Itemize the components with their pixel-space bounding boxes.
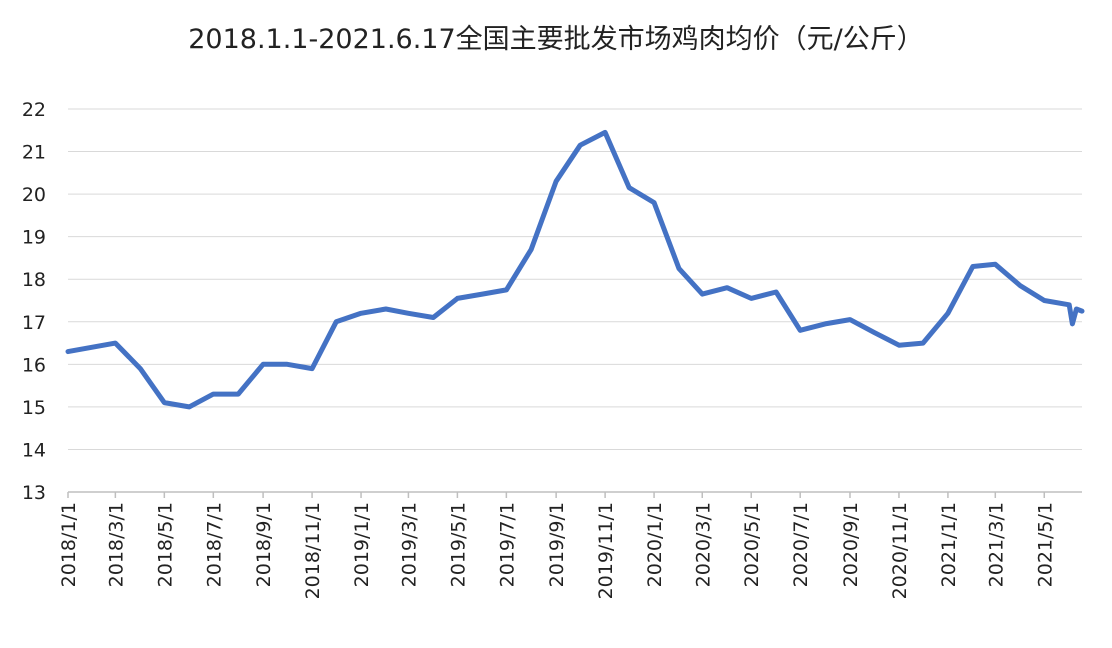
x-tick-label: 2021/5/1 xyxy=(1034,502,1056,587)
x-tick-label: 2020/11/1 xyxy=(889,502,911,599)
x-tick-label: 2019/11/1 xyxy=(595,502,617,599)
data-line xyxy=(65,129,1085,410)
x-tick-label: 2019/1/1 xyxy=(351,502,373,587)
x-tick-label: 2019/7/1 xyxy=(496,502,518,587)
x-tick-label: 2018/5/1 xyxy=(154,502,176,587)
x-tick-label: 2018/11/1 xyxy=(302,502,324,599)
x-tick-label: 2020/9/1 xyxy=(840,502,862,587)
y-tick-label: 18 xyxy=(22,269,46,291)
y-tick-label: 17 xyxy=(22,312,46,334)
x-tick-label: 2019/5/1 xyxy=(447,502,469,587)
x-tick-label: 2020/3/1 xyxy=(692,502,714,587)
y-tick-label: 16 xyxy=(22,354,46,376)
x-tick-label: 2018/1/1 xyxy=(58,502,80,587)
y-tick-label: 20 xyxy=(22,184,46,206)
x-tick-label: 2018/7/1 xyxy=(203,502,225,587)
chart-title: 2018.1.1-2021.6.17全国主要批发市场鸡肉均价（元/公斤） xyxy=(188,24,924,55)
x-tick-label: 2021/1/1 xyxy=(938,502,960,587)
y-tick-label: 15 xyxy=(22,397,46,419)
y-tick-label: 21 xyxy=(22,142,46,164)
x-tick-label: 2020/5/1 xyxy=(741,502,763,587)
x-tick-label: 2020/7/1 xyxy=(790,502,812,587)
y-tick-label: 14 xyxy=(22,439,46,461)
y-tick-label: 13 xyxy=(22,482,46,504)
y-tick-label: 22 xyxy=(22,99,46,121)
x-tick-label: 2020/1/1 xyxy=(644,502,666,587)
y-tick-label: 19 xyxy=(22,227,46,249)
x-tick-label: 2018/3/1 xyxy=(105,502,127,587)
x-tick-label: 2019/9/1 xyxy=(546,502,568,587)
x-tick-label: 2019/3/1 xyxy=(398,502,420,587)
x-tick-label: 2021/3/1 xyxy=(985,502,1007,587)
x-tick-label: 2018/9/1 xyxy=(253,502,275,587)
